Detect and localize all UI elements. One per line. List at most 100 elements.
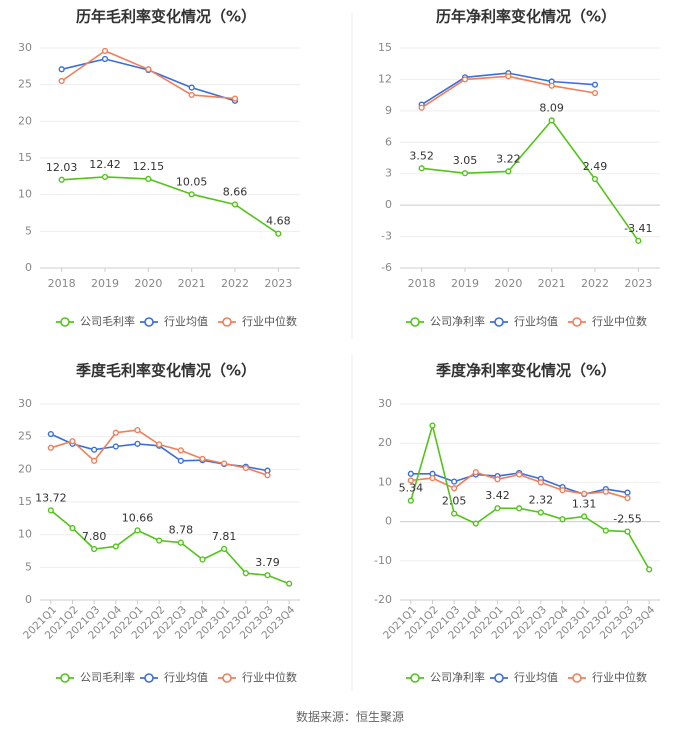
- data-label: 8.66: [223, 185, 248, 198]
- series-point-2: [624, 494, 631, 502]
- series-point-1: [134, 440, 141, 447]
- series-line-1: [61, 58, 236, 102]
- legend-label: 行业中位数: [242, 314, 297, 328]
- legend-label: 行业均值: [514, 671, 558, 684]
- series-point-0: [548, 117, 555, 124]
- y-tick-label: 25: [18, 78, 32, 91]
- x-tick-label: 2020: [494, 277, 522, 290]
- y-tick-label: 5: [25, 560, 32, 573]
- legend-swatch-marker: [494, 317, 504, 327]
- data-label: 3.22: [496, 152, 521, 165]
- series-point-2: [537, 479, 544, 486]
- series-point-2: [418, 104, 425, 111]
- series-point-0: [559, 516, 566, 523]
- series-point-0: [537, 509, 544, 516]
- y-tick-label: 0: [385, 515, 392, 528]
- series-point-2: [156, 441, 163, 448]
- legend-swatch-marker: [60, 673, 70, 683]
- y-tick-label: 30: [18, 41, 32, 54]
- data-label: 12.15: [133, 160, 165, 173]
- chart-title: 历年毛利率变化情况（%）: [76, 8, 256, 26]
- y-tick-label: 12: [378, 72, 392, 85]
- y-tick-label: 15: [378, 41, 392, 54]
- series-point-0: [91, 545, 98, 553]
- series-point-0: [242, 570, 249, 577]
- series-point-0: [199, 556, 206, 563]
- data-label: 3.05: [453, 154, 478, 167]
- y-tick-label: -10: [374, 554, 392, 567]
- series-point-0: [58, 176, 65, 183]
- data-label: -2.55: [613, 513, 641, 526]
- series-point-0: [47, 507, 54, 514]
- data-label: 3.79: [255, 556, 280, 569]
- x-tick-label: 2019: [451, 277, 479, 290]
- data-label: 8.09: [539, 101, 564, 114]
- x-tick-label: 2018: [48, 277, 76, 290]
- series-point-1: [112, 443, 119, 450]
- y-tick-label: 15: [18, 495, 32, 508]
- series-line-2: [61, 50, 236, 100]
- data-label: 10.05: [176, 175, 208, 188]
- series-point-0: [418, 165, 425, 172]
- series-point-2: [242, 464, 249, 472]
- chart-title: 历年净利率变化情况（%）: [436, 8, 616, 26]
- series-point-2: [221, 460, 228, 467]
- series-point-0: [156, 537, 163, 544]
- data-label: 5.34: [399, 482, 424, 495]
- series-point-2: [188, 91, 195, 99]
- y-tick-label: 0: [25, 593, 32, 606]
- y-tick-label: 0: [25, 261, 32, 274]
- x-tick-label: 2022: [221, 277, 249, 290]
- y-tick-label: 15: [18, 151, 32, 164]
- series-point-0: [581, 513, 588, 520]
- series-point-2: [505, 73, 512, 80]
- series-point-1: [451, 478, 458, 485]
- series-point-0: [145, 175, 152, 183]
- legend-label: 公司毛利率: [80, 314, 135, 328]
- legend-swatch-marker: [410, 317, 420, 327]
- series-point-2: [591, 89, 599, 97]
- data-label: 2.32: [529, 494, 554, 507]
- series-point-0: [494, 505, 501, 512]
- series-point-0: [177, 539, 184, 546]
- data-label: 2.05: [442, 495, 467, 508]
- series-point-1: [591, 81, 599, 88]
- series-point-1: [407, 470, 414, 477]
- data-label: -3.41: [624, 222, 652, 235]
- series-point-1: [58, 66, 65, 73]
- series-point-2: [407, 477, 414, 484]
- series-point-2: [516, 471, 523, 478]
- series-point-1: [188, 84, 195, 91]
- series-point-2: [112, 429, 119, 436]
- legend-swatch-marker: [144, 673, 154, 683]
- legend-swatch-marker: [572, 673, 582, 683]
- data-label: 4.68: [266, 215, 291, 228]
- data-label: 13.72: [35, 491, 67, 504]
- series-line-0: [61, 176, 279, 235]
- data-label: 8.78: [169, 524, 194, 537]
- data-label: 10.66: [122, 511, 154, 524]
- series-point-0: [602, 527, 609, 534]
- series-point-2: [429, 474, 436, 482]
- data-label: 12.03: [46, 161, 78, 174]
- series-point-1: [624, 489, 631, 496]
- series-point-2: [101, 47, 109, 55]
- series-point-0: [264, 572, 271, 579]
- x-tick-label: 2021: [538, 277, 566, 290]
- series-point-0: [134, 527, 141, 534]
- series-point-0: [461, 170, 469, 177]
- y-tick-label: -20: [374, 593, 392, 606]
- series-point-2: [199, 455, 206, 462]
- legend-label: 行业均值: [164, 671, 208, 684]
- series-point-2: [602, 488, 609, 495]
- series-point-2: [69, 438, 76, 445]
- x-tick-label: 2023: [624, 277, 652, 290]
- chart-2: 历年净利率变化情况（%） -6 -3 0 3 6 9 12 15 2018 2019 2020 2021…: [378, 8, 660, 328]
- x-tick-label: 2021: [178, 277, 206, 290]
- series-point-2: [581, 490, 588, 497]
- series-point-0: [69, 525, 76, 532]
- series-point-2: [91, 457, 98, 464]
- series-point-2: [559, 487, 566, 494]
- y-tick-label: 20: [18, 462, 32, 475]
